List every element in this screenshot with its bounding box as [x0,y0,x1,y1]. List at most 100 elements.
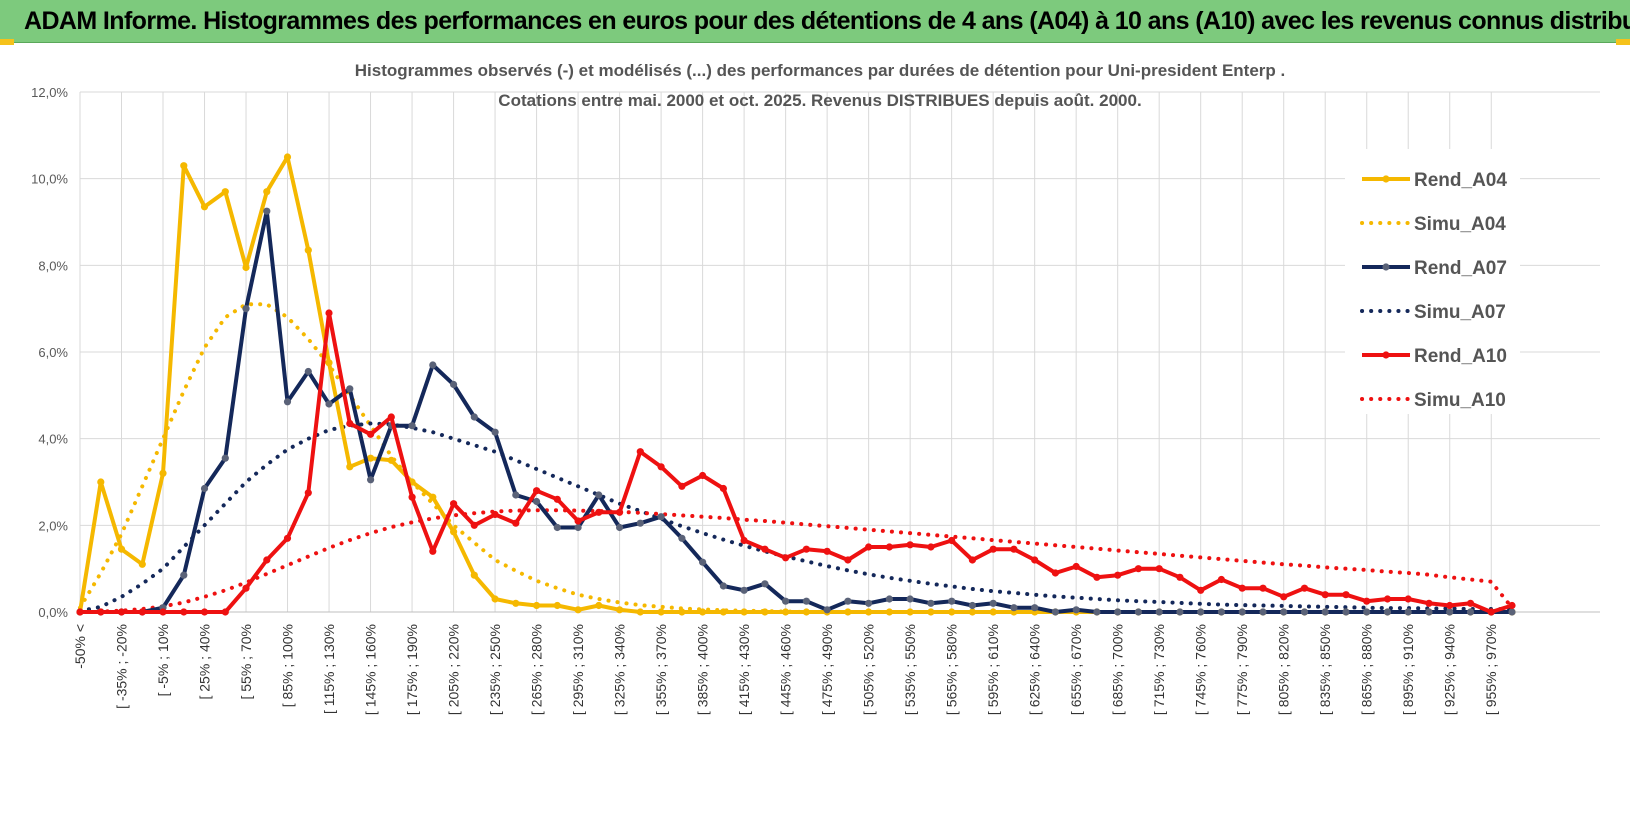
accent-mark-left [0,39,14,45]
data-point-rend-a10 [574,517,582,525]
data-point-rend-a10 [553,495,561,503]
data-point-rend-a10 [117,608,126,616]
data-point-rend-a10 [1238,584,1246,592]
data-point-rend-a07 [1155,608,1163,616]
data-point-rend-a10 [1114,571,1122,579]
data-point-rend-a07 [782,597,790,605]
data-point-rend-a07 [470,413,478,421]
data-point-rend-a07 [823,606,831,614]
data-point-rend-a07 [512,491,520,499]
data-point-rend-a07 [221,454,229,462]
data-point-rend-a04 [138,560,146,568]
x-tick-label: [ 445% ; 460% [778,624,794,715]
legend-label-rend-a10: Rend_A10 [1414,346,1507,367]
data-point-rend-a10 [948,536,956,545]
x-tick-label: [ 325% ; 340% [612,624,628,715]
data-point-rend-a07 [844,597,852,605]
data-point-rend-a10 [346,419,354,428]
data-point-rend-a07 [948,597,956,605]
data-point-rend-a10 [138,608,146,616]
data-point-rend-a04 [906,608,914,616]
series-line-rend-a04 [78,155,1512,614]
x-tick-label: [ 175% ; 190% [404,624,420,715]
accent-mark-right [1616,39,1630,45]
series-line-simu-a07 [78,421,1514,614]
x-tick-label: [ 205% ; 220% [446,624,462,715]
legend-marker-rend-a04 [1382,175,1390,183]
data-point-rend-a10 [512,519,520,527]
data-point-rend-a07 [802,597,811,605]
data-point-rend-a10 [1259,584,1267,592]
data-point-rend-a10 [533,487,541,495]
data-point-rend-a04 [512,599,520,607]
x-tick-label: [ 145% ; 160% [363,624,379,715]
data-point-rend-a07 [1508,608,1516,616]
data-point-rend-a07 [346,385,354,393]
legend-label-simu-a04: Simu_A04 [1414,214,1506,235]
data-point-rend-a10 [823,547,831,555]
data-point-rend-a07 [968,601,977,610]
data-point-rend-a10 [263,556,271,564]
data-point-rend-a10 [761,545,769,553]
data-point-rend-a10 [782,554,790,562]
data-point-rend-a07 [1363,608,1371,616]
data-point-rend-a07 [180,571,188,579]
data-point-rend-a07 [1134,608,1142,616]
data-point-rend-a10 [802,545,811,553]
data-point-rend-a10 [1487,608,1495,616]
data-point-rend-a10 [1363,597,1371,605]
data-point-rend-a04 [533,601,541,610]
data-point-rend-a10 [304,489,312,497]
data-point-rend-a10 [97,608,105,616]
data-point-rend-a07 [450,380,458,389]
performance-histogram-chart: 0,0% 2,0% 4,0% 6,0% 8,0% 10,0% 12,0% -50% < [ -3… [31,61,1600,715]
data-point-rend-a07 [740,586,748,594]
data-point-rend-a04 [719,608,728,616]
data-point-rend-a04 [761,608,769,616]
data-point-rend-a10 [408,493,416,501]
data-point-rend-a10 [1321,591,1329,599]
data-point-rend-a10 [678,482,686,490]
data-point-rend-a04 [450,528,458,536]
data-point-rend-a04 [927,608,935,616]
data-point-rend-a07 [1425,608,1433,616]
data-point-rend-a07 [533,497,541,506]
data-point-rend-a07 [553,523,561,532]
x-tick-label: [ 25% ; 40% [197,624,213,700]
data-point-rend-a07 [429,361,437,369]
data-point-rend-a10 [159,608,167,616]
data-point-rend-a07 [699,558,707,566]
data-point-rend-a10 [221,608,229,616]
y-tick-label: 12,0% [31,85,68,100]
y-tick-label: 4,0% [38,432,68,447]
x-tick-label: [ 295% ; 310% [570,624,586,715]
data-point-rend-a07 [1383,608,1392,616]
data-point-rend-a07 [657,513,665,521]
data-point-rend-a04 [699,608,707,616]
data-point-rend-a04 [325,359,333,367]
data-point-rend-a10 [450,500,458,508]
data-point-rend-a04 [491,595,499,603]
data-point-rend-a10 [989,545,997,553]
data-point-rend-a07 [325,400,333,408]
data-point-rend-a10 [844,556,852,564]
x-tick-label: [ -5% ; 10% [155,624,171,696]
series-line-simu-a04 [78,302,1514,614]
x-tick-label: -50% < [72,624,88,669]
data-point-rend-a10 [200,608,209,616]
data-point-rend-a10 [636,448,644,456]
data-point-rend-a10 [906,541,914,549]
data-point-rend-a07 [1176,608,1184,616]
x-tick-label: [ 625% ; 640% [1027,624,1043,715]
data-point-rend-a07 [1259,608,1267,616]
data-point-rend-a10 [367,430,375,438]
data-point-rend-a10 [740,536,748,545]
data-point-rend-a04 [553,601,561,610]
x-tick-label: [ 265% ; 280% [529,624,545,715]
data-point-rend-a07 [1280,608,1288,616]
data-point-rend-a04 [616,606,624,614]
data-point-rend-a10 [1197,586,1205,594]
data-point-rend-a10 [325,309,333,317]
data-point-rend-a04 [657,608,665,616]
series-line-simu-a10 [78,508,1514,614]
